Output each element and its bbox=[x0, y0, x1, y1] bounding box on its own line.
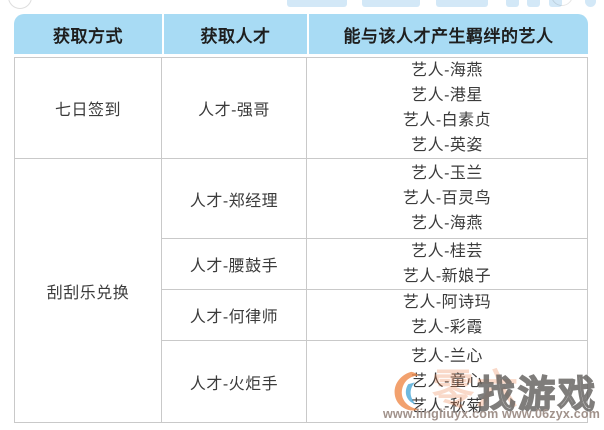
artist-item: 艺人-兰心 bbox=[411, 348, 483, 365]
artist-item: 艺人-秋菊 bbox=[411, 398, 483, 415]
artists-cell: 艺人-桂芸 艺人-新娘子 bbox=[307, 239, 588, 290]
artists-cell: 艺人-阿诗玛 艺人-彩霞 bbox=[307, 290, 588, 341]
artist-item: 艺人-海燕 bbox=[411, 62, 483, 79]
artists-cell: 艺人-兰心 艺人-童心 艺人-秋菊 bbox=[307, 341, 588, 423]
artist-item: 艺人-百灵鸟 bbox=[402, 190, 492, 207]
artist-item: 艺人-海燕 bbox=[411, 215, 483, 232]
talent-bond-table: 获取方式 获取人才 能与该人才产生羁绊的艺人 七日签到 人才-强哥 艺人-海燕 … bbox=[14, 14, 588, 423]
talent-cell: 人才-强哥 bbox=[162, 57, 307, 159]
table-row: 七日签到 人才-强哥 艺人-海燕 艺人-港星 艺人-白素贞 艺人-英姿 bbox=[14, 57, 588, 159]
artist-item: 艺人-彩霞 bbox=[411, 319, 483, 336]
toolbar-circle-icon[interactable] bbox=[585, 0, 596, 7]
talent-cell: 人才-腰鼓手 bbox=[162, 239, 307, 290]
header-row: 获取方式 获取人才 能与该人才产生羁绊的艺人 bbox=[14, 14, 588, 57]
artist-item: 艺人-港星 bbox=[411, 87, 483, 104]
col-header-method: 获取方式 bbox=[14, 14, 162, 57]
method-cell: 刮刮乐兑换 bbox=[14, 159, 162, 423]
table-row: 人才-火炬手 艺人-兰心 艺人-童心 艺人-秋菊 bbox=[14, 341, 588, 423]
artist-item: 艺人-英姿 bbox=[411, 137, 483, 154]
col-header-artists: 能与该人才产生羁绊的艺人 bbox=[307, 14, 588, 57]
artists-cell: 艺人-海燕 艺人-港星 艺人-白素贞 艺人-英姿 bbox=[307, 57, 588, 159]
method-cell: 七日签到 bbox=[14, 57, 162, 159]
toolbar-square-icon[interactable] bbox=[506, 0, 519, 7]
table-row: 人才-腰鼓手 艺人-桂芸 艺人-新娘子 bbox=[14, 239, 588, 290]
table-row: 刮刮乐兑换 人才-郑经理 艺人-玉兰 艺人-百灵鸟 艺人-海燕 bbox=[14, 159, 588, 423]
col-header-talent: 获取人才 bbox=[162, 14, 307, 57]
table: 获取方式 获取人才 能与该人才产生羁绊的艺人 七日签到 人才-强哥 艺人-海燕 … bbox=[14, 14, 588, 423]
artist-item: 艺人-童心 bbox=[411, 373, 483, 390]
talent-cell: 人才-郑经理 bbox=[162, 159, 307, 239]
artist-item: 艺人-阿诗玛 bbox=[402, 294, 492, 311]
toolbar-square-icon[interactable] bbox=[527, 0, 540, 7]
cut-off-toolbar bbox=[0, 0, 604, 10]
artist-item: 艺人-新娘子 bbox=[402, 268, 492, 285]
artists-cell: 艺人-玉兰 艺人-百灵鸟 艺人-海燕 bbox=[307, 159, 588, 239]
toolbar-button-icon[interactable] bbox=[436, 0, 488, 7]
table-row: 人才-何律师 艺人-阿诗玛 艺人-彩霞 bbox=[14, 290, 588, 341]
artist-item: 艺人-白素贞 bbox=[402, 112, 492, 129]
talent-cell: 人才-火炬手 bbox=[162, 341, 307, 423]
toolbar-button-icon[interactable] bbox=[362, 0, 420, 7]
toolbar-button-icon[interactable] bbox=[287, 0, 347, 7]
artist-item: 艺人-玉兰 bbox=[411, 165, 483, 182]
artist-item: 艺人-桂芸 bbox=[411, 243, 483, 260]
talent-cell: 人才-何律师 bbox=[162, 290, 307, 341]
